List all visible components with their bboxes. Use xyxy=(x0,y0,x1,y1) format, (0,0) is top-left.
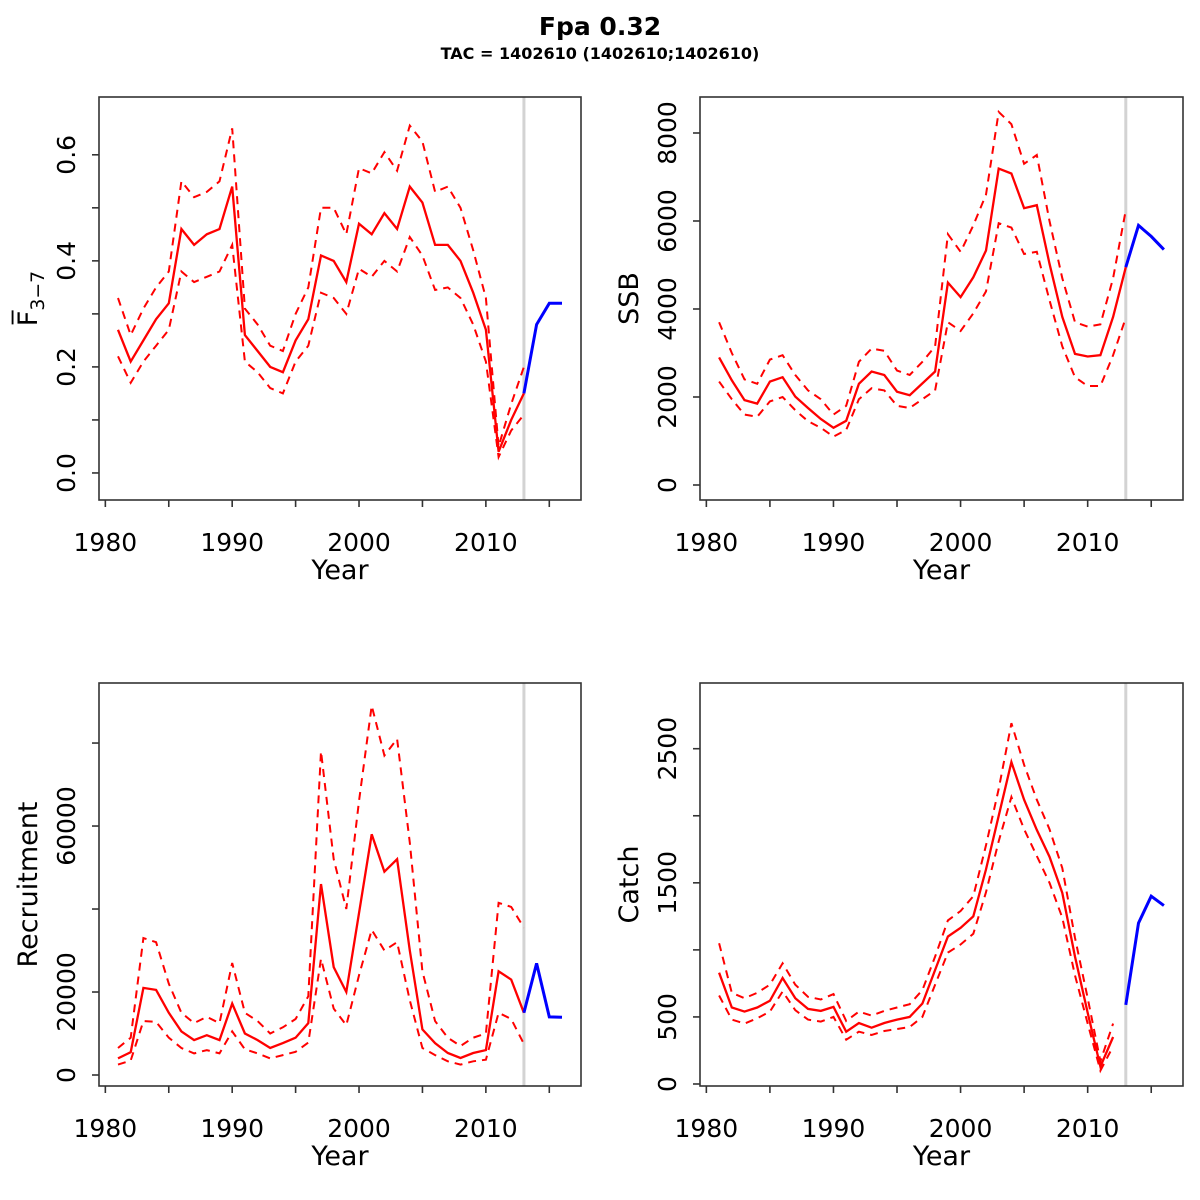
catch-x-tick-label: 2000 xyxy=(929,1114,993,1143)
catch-x-axis-title: Year xyxy=(912,1141,971,1172)
ssb-plot-frame xyxy=(699,96,1184,501)
ssb-ci-lower-line xyxy=(718,221,1127,438)
recruitment-estimate-line xyxy=(117,833,525,1060)
fbar-x-axis-title: Year xyxy=(310,555,369,586)
fbar-ci-upper-line xyxy=(117,123,525,447)
catch-y-axis-title: Catch xyxy=(614,846,645,924)
fbar-forecast-line xyxy=(522,301,562,394)
recruitment-x-tick-label: 1980 xyxy=(74,1114,138,1143)
fbar-x-tick-label: 2000 xyxy=(327,528,391,557)
recruitment-x-tick-label: 2010 xyxy=(454,1114,518,1143)
recruitment-plot-frame xyxy=(98,682,582,1087)
figure-subtitle: TAC = 1402610 (1402610;1402610) xyxy=(440,44,760,63)
ssb-y-tick-label: 6000 xyxy=(653,189,682,253)
fbar-x-tick-label: 2010 xyxy=(454,528,518,557)
ssb-ci-upper-line xyxy=(718,109,1127,416)
ssb-y-tick-label: 0 xyxy=(653,477,682,493)
recruitment-x-axis-title: Year xyxy=(310,1141,369,1172)
fbar-plot-frame xyxy=(98,96,582,501)
ssb-estimate-line xyxy=(718,167,1127,430)
catch-x-tick-label: 1980 xyxy=(675,1114,739,1143)
recruitment-y-axis-title: Recruitment xyxy=(13,802,44,968)
recruitment-ci-lower-line xyxy=(117,927,525,1066)
catch-ci-upper-line xyxy=(718,722,1115,1066)
recruitment-y-tick-label: 0 xyxy=(52,1067,81,1083)
ssb-x-tick-label: 2010 xyxy=(1056,528,1120,557)
ssb-forecast-line xyxy=(1124,222,1165,268)
recruitment-x-tick-label: 2000 xyxy=(327,1114,391,1143)
fbar-x-tick-label: 1990 xyxy=(200,528,264,557)
ssb-x-tick-label: 1990 xyxy=(802,528,866,557)
ssb-y-axis-title: SSB xyxy=(614,272,645,325)
ssb-y-tick-label: 4000 xyxy=(653,277,682,341)
recruitment-y-tick-label: 20000 xyxy=(52,952,81,1032)
recruitment-x-tick-label: 1990 xyxy=(200,1114,264,1143)
ssb-y-tick-label: 2000 xyxy=(653,365,682,429)
fbar-y-tick-label: 0.2 xyxy=(52,347,81,387)
panel-recruitment: 1980 1990 2000 2010 0 20000 60000 Year Recruitme… xyxy=(13,682,582,1172)
ssb-x-tick-label: 1980 xyxy=(675,528,739,557)
panel-catch: 1980 1990 2000 2010 0 500 1500 2500 Year Catch xyxy=(614,682,1184,1172)
panel-ssb: 1980 1990 2000 2010 0 2000 4000 6000 8000 Year SSB xyxy=(614,96,1184,586)
catch-y-tick-label: 0 xyxy=(653,1076,682,1092)
recruitment-forecast-line xyxy=(522,963,563,1019)
panel-fbar: 1980 1990 2000 2010 0.0 0.2 0.4 0.6 Year F̅3−7 xyxy=(12,96,582,586)
catch-ci-lower-line xyxy=(718,793,1114,1074)
catch-plot-frame xyxy=(699,682,1184,1087)
figure-title: Fpa 0.32 xyxy=(538,12,662,41)
fbar-estimate-line xyxy=(116,184,525,453)
fbar-y-tick-label: 0.6 xyxy=(52,135,81,175)
recruitment-y-tick-label: 60000 xyxy=(52,786,81,866)
catch-x-tick-label: 1990 xyxy=(802,1114,866,1143)
catch-estimate-line xyxy=(718,757,1115,1071)
ssb-x-tick-label: 2000 xyxy=(929,528,993,557)
ssb-y-tick-label: 8000 xyxy=(653,101,682,165)
catch-y-tick-label: 2500 xyxy=(653,717,682,781)
fbar-y-tick-label: 0.4 xyxy=(52,241,81,281)
fbar-y-axis-title: F̅3−7 xyxy=(12,271,49,326)
catch-x-tick-label: 2010 xyxy=(1056,1114,1120,1143)
fbar-x-tick-label: 1980 xyxy=(74,528,138,557)
fbar-y-tick-label: 0.0 xyxy=(52,453,81,493)
catch-forecast-line xyxy=(1124,893,1165,1006)
fbar-ci-lower-line xyxy=(117,234,525,461)
catch-y-tick-label: 1500 xyxy=(653,851,682,915)
recruitment-ci-upper-line xyxy=(117,705,525,1049)
ssb-x-axis-title: Year xyxy=(912,555,971,586)
catch-y-tick-label: 500 xyxy=(653,993,682,1041)
